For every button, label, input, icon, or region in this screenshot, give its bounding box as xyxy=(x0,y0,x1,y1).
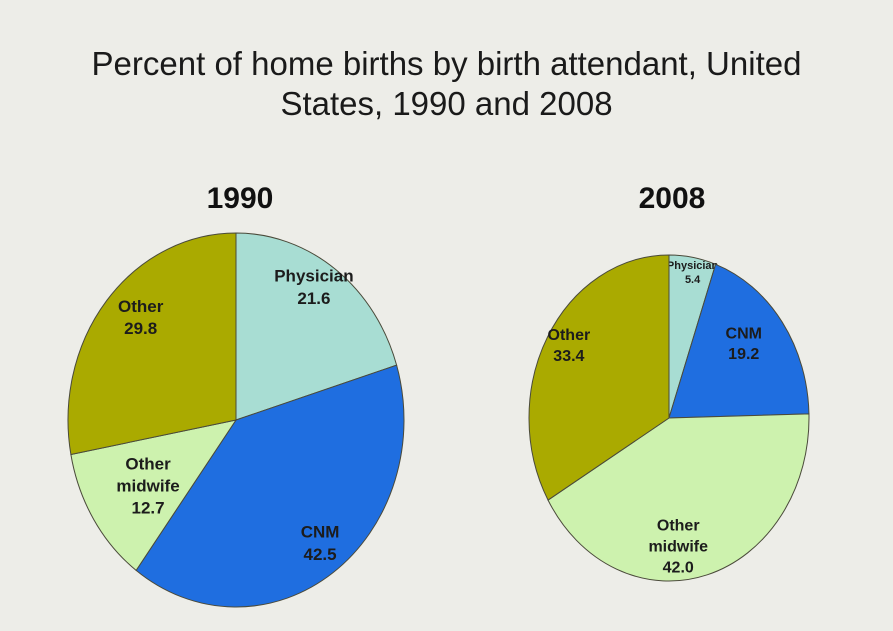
slice-label-2008-cnm: CNM 19.2 xyxy=(726,325,762,363)
slice-2008-other xyxy=(528,254,670,501)
slice-1990-other-midwife xyxy=(70,419,238,572)
slice-label-1990-physician: Physician 21.6 xyxy=(274,267,353,308)
slice-1990-cnm xyxy=(135,364,405,608)
pie-2008: Physician 5.4 CNM 19.2 Other midwife 42.0 Other… xyxy=(528,254,810,582)
chart-title-line-1: Percent of home births by birth attendan… xyxy=(91,45,802,82)
slice-label-1990-other: Other 29.8 xyxy=(118,297,164,338)
slice-2008-other-midwife xyxy=(547,413,810,582)
slice-label-1990-other-midwife: Other midwife 12.7 xyxy=(116,454,179,517)
slice-label-2008-physician: Physician 5.4 xyxy=(667,260,719,286)
slice-1990-other xyxy=(67,232,237,456)
pie-1990: Physician 21.6 CNM 42.5 Other midwife 12.7 Othe… xyxy=(67,232,405,608)
slice-2008-cnm xyxy=(668,263,810,419)
slice-label-1990-cnm: CNM 42.5 xyxy=(301,523,340,564)
slice-1990-physician xyxy=(235,232,398,421)
chart-title-line-2: States, 1990 and 2008 xyxy=(280,85,613,122)
slice-label-2008-other-midwife: Other midwife 42.0 xyxy=(648,518,708,577)
pie-title-1990: 1990 xyxy=(206,182,274,215)
pie-title-2008: 2008 xyxy=(638,182,706,215)
slice-label-2008-other: Other 33.4 xyxy=(548,327,591,365)
